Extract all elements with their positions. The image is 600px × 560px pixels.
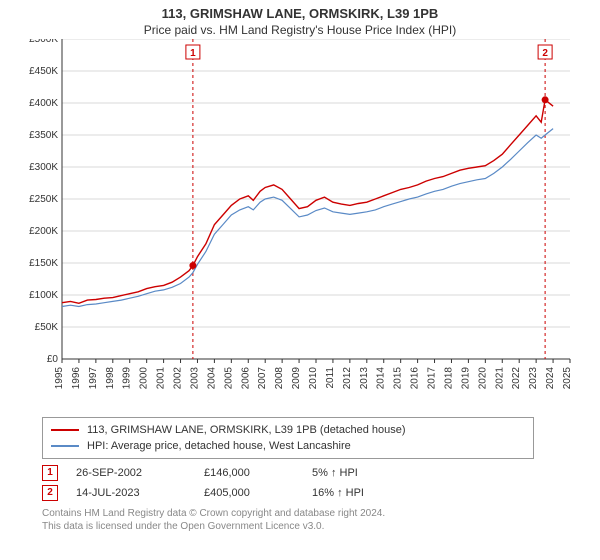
svg-text:2016: 2016: [410, 367, 421, 390]
svg-text:£0: £0: [47, 354, 59, 365]
chart-subtitle: Price paid vs. HM Land Registry's House …: [0, 23, 600, 37]
svg-text:£350K: £350K: [29, 130, 58, 141]
svg-text:2025: 2025: [562, 367, 573, 390]
svg-text:2000: 2000: [139, 367, 150, 390]
svg-text:2009: 2009: [291, 367, 302, 390]
chart-container: 113, GRIMSHAW LANE, ORMSKIRK, L39 1PB Pr…: [0, 0, 600, 560]
legend-swatch: [51, 429, 79, 431]
svg-text:1997: 1997: [88, 367, 99, 390]
transaction-vs-hpi: 16% ↑ HPI: [312, 483, 422, 503]
svg-text:2007: 2007: [257, 367, 268, 390]
svg-text:2006: 2006: [240, 367, 251, 390]
svg-text:£50K: £50K: [35, 322, 59, 333]
transaction-date: 14-JUL-2023: [76, 483, 186, 503]
transactions-table: 1 26-SEP-2002 £146,000 5% ↑ HPI 2 14-JUL…: [42, 463, 580, 503]
svg-text:2012: 2012: [342, 367, 353, 390]
svg-text:2015: 2015: [393, 367, 404, 390]
svg-text:2017: 2017: [427, 367, 438, 390]
svg-text:2008: 2008: [274, 367, 285, 390]
svg-text:2021: 2021: [494, 367, 505, 390]
svg-text:1999: 1999: [122, 367, 133, 390]
legend-label: HPI: Average price, detached house, West…: [87, 438, 351, 454]
transaction-price: £405,000: [204, 483, 294, 503]
svg-text:£250K: £250K: [29, 194, 58, 205]
svg-text:2023: 2023: [528, 367, 539, 390]
license-footnote: Contains HM Land Registry data © Crown c…: [42, 507, 580, 533]
svg-text:2001: 2001: [156, 367, 167, 390]
svg-text:2019: 2019: [460, 367, 471, 390]
svg-text:£300K: £300K: [29, 162, 58, 173]
svg-text:1996: 1996: [71, 367, 82, 390]
svg-text:1998: 1998: [105, 367, 116, 390]
svg-text:2013: 2013: [359, 367, 370, 390]
svg-text:1: 1: [190, 48, 196, 59]
svg-text:£200K: £200K: [29, 226, 58, 237]
svg-text:2005: 2005: [223, 367, 234, 390]
transaction-price: £146,000: [204, 463, 294, 483]
transaction-date: 26-SEP-2002: [76, 463, 186, 483]
transaction-marker-icon: 1: [42, 465, 58, 481]
svg-text:2022: 2022: [511, 367, 522, 390]
svg-text:2014: 2014: [376, 367, 387, 390]
transaction-marker-icon: 2: [42, 485, 58, 501]
svg-text:£150K: £150K: [29, 258, 58, 269]
chart-area: £0 £50K £100K £150K £200K £250K £300K £350K £400…: [20, 39, 580, 409]
chart-title-address: 113, GRIMSHAW LANE, ORMSKIRK, L39 1PB: [0, 6, 600, 21]
svg-text:2011: 2011: [325, 367, 336, 389]
legend-swatch: [51, 445, 79, 447]
svg-text:£100K: £100K: [29, 290, 58, 301]
transaction-vs-hpi: 5% ↑ HPI: [312, 463, 422, 483]
svg-text:£400K: £400K: [29, 98, 58, 109]
footnote-line: This data is licensed under the Open Gov…: [42, 520, 580, 533]
svg-text:2003: 2003: [189, 367, 200, 390]
line-chart-svg: £0 £50K £100K £150K £200K £250K £300K £350K £400…: [20, 39, 580, 409]
title-block: 113, GRIMSHAW LANE, ORMSKIRK, L39 1PB Pr…: [0, 0, 600, 39]
svg-text:£500K: £500K: [29, 39, 58, 45]
legend-label: 113, GRIMSHAW LANE, ORMSKIRK, L39 1PB (d…: [87, 422, 406, 438]
svg-text:2010: 2010: [308, 367, 319, 390]
legend-item: HPI: Average price, detached house, West…: [51, 438, 525, 454]
svg-text:2002: 2002: [173, 367, 184, 390]
svg-text:2: 2: [542, 48, 548, 59]
svg-text:2004: 2004: [206, 367, 217, 390]
footnote-line: Contains HM Land Registry data © Crown c…: [42, 507, 580, 520]
svg-text:2018: 2018: [443, 367, 454, 390]
svg-text:2024: 2024: [545, 367, 556, 390]
table-row: 2 14-JUL-2023 £405,000 16% ↑ HPI: [42, 483, 580, 503]
legend-item: 113, GRIMSHAW LANE, ORMSKIRK, L39 1PB (d…: [51, 422, 525, 438]
svg-text:2020: 2020: [477, 367, 488, 390]
svg-text:£450K: £450K: [29, 66, 58, 77]
svg-text:1995: 1995: [54, 367, 65, 390]
table-row: 1 26-SEP-2002 £146,000 5% ↑ HPI: [42, 463, 580, 483]
legend: 113, GRIMSHAW LANE, ORMSKIRK, L39 1PB (d…: [42, 417, 534, 459]
